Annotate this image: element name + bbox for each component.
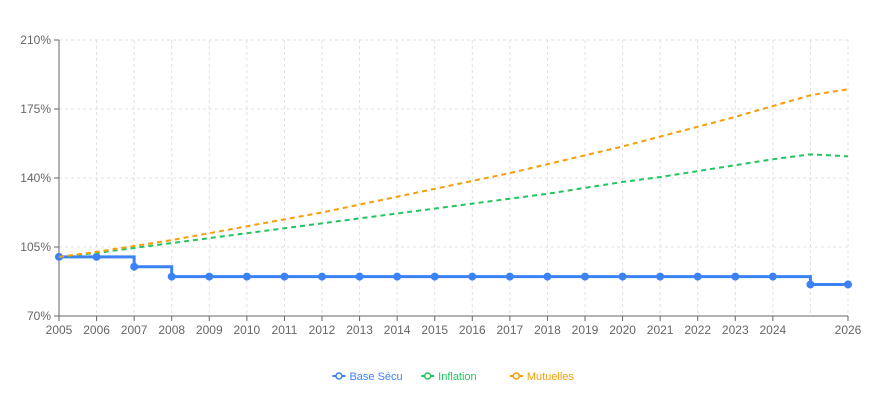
y-tick-label: 105% [20,240,51,254]
y-tick-label: 140% [20,171,51,185]
x-tick-label: 2008 [158,323,185,337]
grid [58,39,849,317]
x-tick-label: 2026 [835,323,862,337]
x-tick-label: 2018 [534,323,561,337]
legend-item-inflation[interactable]: Inflation [421,371,477,383]
data-point[interactable] [242,272,251,281]
x-tick-label: 2013 [346,323,373,337]
data-point[interactable] [768,272,777,281]
data-point[interactable] [693,272,702,281]
series-inflation [58,153,849,258]
x-tick-label: 2019 [572,323,599,337]
x-tick-label: 2022 [684,323,711,337]
series-line-base-s-cu [59,255,848,286]
data-point[interactable] [581,272,589,281]
data-point[interactable] [468,272,477,281]
x-tick-label: 2017 [497,323,524,337]
x-tick-label: 2009 [196,323,223,337]
data-point[interactable] [92,252,101,261]
legend[interactable]: Base Sécu Inflation Mutuelles [332,371,574,383]
y-tick-label: 210% [20,33,51,47]
legend-marker-icon [423,372,432,380]
legend-marker-icon [512,372,521,380]
series-base-s-cu [55,252,852,289]
x-tick-label: 2010 [234,323,261,337]
x-tick-label: 2006 [83,323,110,337]
series-line-inflation [58,153,849,258]
data-point[interactable] [844,280,852,289]
data-point[interactable] [618,272,627,281]
data-point[interactable] [505,272,514,281]
data-point[interactable] [355,272,364,281]
x-tick-label: 2021 [647,323,674,337]
x-tick-label: 2007 [121,323,148,337]
x-tick-label: 2020 [609,323,636,337]
y-tick-label: 175% [20,102,51,116]
data-point[interactable] [430,272,439,281]
legend-item-mutuelles[interactable]: Mutuelles [509,371,575,383]
data-point[interactable] [167,272,176,281]
legend-item-base-s-cu[interactable]: Base Sécu [332,371,403,383]
x-tick-label: 2016 [459,323,486,337]
series-line-mutuelles [58,88,849,258]
x-tick-label: 2024 [760,323,787,337]
axes: 70% 105% 140% 175% 210% 2005 2006 2007 2008 2009 2… [20,33,861,337]
y-tick-label: 70% [27,309,51,323]
data-point[interactable] [205,272,214,281]
x-tick-label: 2023 [722,323,749,337]
x-tick-label: 2005 [46,323,73,337]
data-point[interactable] [656,272,665,281]
data-point[interactable] [318,272,326,281]
data-point[interactable] [393,272,402,281]
series-group [55,88,852,289]
data-point[interactable] [543,272,552,281]
x-tick-label: 2015 [421,323,448,337]
legend-label: Mutuelles [527,371,575,383]
series-mutuelles [58,88,849,258]
legend-label: Base Sécu [349,371,402,383]
data-point[interactable] [731,272,740,281]
data-point[interactable] [806,280,815,289]
x-tick-label: 2011 [272,323,298,337]
data-point[interactable] [130,262,139,271]
x-tick-label: 2012 [309,323,336,337]
data-point[interactable] [280,272,289,281]
legend-marker-icon [335,372,343,380]
legend-label: Inflation [438,371,477,383]
x-tick-label: 2014 [384,323,411,337]
